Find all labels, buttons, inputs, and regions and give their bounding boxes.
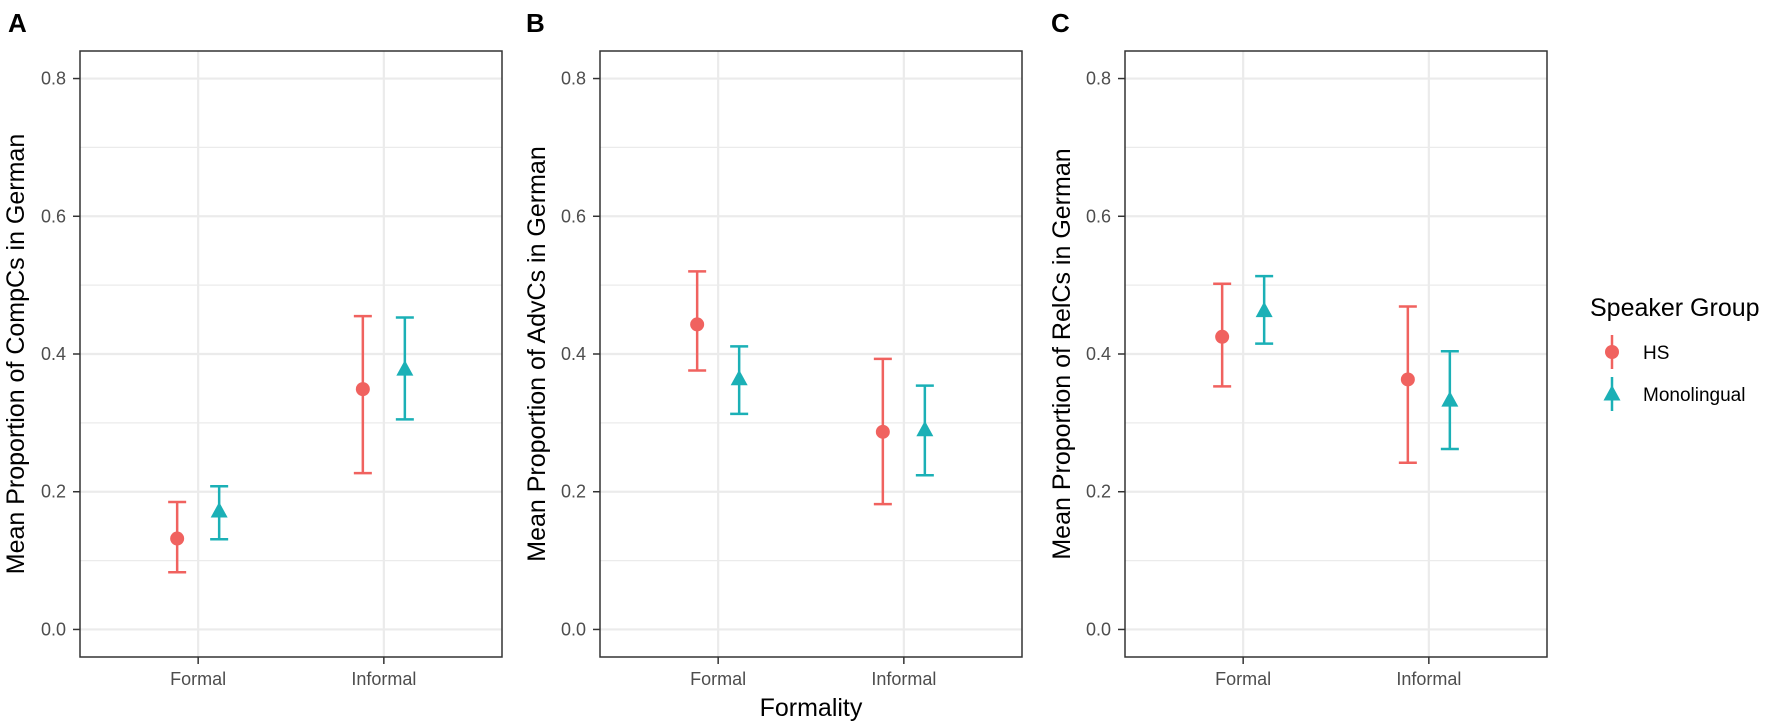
x-tick-label: Informal: [351, 669, 416, 689]
y-axis-title: Mean Proportion of RelCs in German: [1048, 148, 1076, 559]
point-hs-formal: [690, 317, 705, 332]
point-hs-informal: [1400, 372, 1415, 387]
y-tick-label: 0.2: [41, 482, 66, 502]
y-tick-label: 0.6: [41, 206, 66, 226]
legend-label-monolingual: Monolingual: [1643, 385, 1745, 406]
y-tick-label: 0.0: [41, 619, 66, 639]
x-tick-label: Informal: [1396, 669, 1461, 689]
y-tick-label: 0.4: [41, 344, 66, 364]
panel-letter: A: [8, 8, 27, 38]
point-monolingual-informal: [1441, 391, 1459, 407]
y-tick-label: 0.0: [561, 619, 586, 639]
panel-letter: C: [1051, 8, 1070, 38]
point-hs-informal: [875, 424, 890, 439]
legend-key-hs: [1605, 335, 1619, 369]
x-tick-label: Formal: [1215, 669, 1271, 689]
point-monolingual-formal: [1255, 301, 1273, 318]
y-axis-title: Mean Proportion of AdvCs in German: [523, 146, 551, 561]
panel-c: 0.0 0.2 0.4 0.6 0.8 Formal Informal Mean Propor…: [1048, 8, 1548, 689]
panel-letter: B: [526, 8, 545, 38]
y-axis-title: Mean Proportion of CompCs in German: [2, 134, 30, 574]
y-tick-label: 0.8: [1086, 69, 1111, 89]
x-axis-title: Formality: [760, 694, 863, 722]
point-monolingual-formal: [210, 502, 228, 518]
panel-a: 0.0 0.2 0.4 0.6 0.8 Formal Informal Mean Propor…: [2, 8, 503, 689]
y-tick-label: 0.4: [1086, 344, 1111, 364]
y-tick-label: 0.2: [561, 482, 586, 502]
legend-title: Speaker Group: [1590, 294, 1760, 322]
point-hs-informal: [355, 382, 370, 397]
point-hs-formal: [170, 531, 185, 546]
y-tick-label: 0.0: [1086, 619, 1111, 639]
y-tick-label: 0.6: [1086, 206, 1111, 226]
y-tick-label: 0.6: [561, 206, 586, 226]
legend-key-monolingual: [1603, 377, 1621, 411]
y-tick-label: 0.8: [41, 69, 66, 89]
x-tick-label: Formal: [690, 669, 746, 689]
point-monolingual-informal: [396, 360, 414, 376]
y-tick-label: 0.2: [1086, 482, 1111, 502]
y-tick-label: 0.4: [561, 344, 586, 364]
panel-b: 0.0 0.2 0.4 0.6 0.8 Formal Informal Mean Propor…: [523, 8, 1023, 722]
panels: 0.0 0.2 0.4 0.6 0.8 Formal Informal Mean Propor…: [2, 8, 1548, 722]
x-tick-label: Formal: [170, 669, 226, 689]
point-monolingual-formal: [730, 369, 748, 386]
y-tick-label: 0.8: [561, 69, 586, 89]
legend: Speaker Group HS Monolingual: [1590, 294, 1760, 411]
legend-label-hs: HS: [1643, 343, 1669, 364]
x-tick-label: Informal: [871, 669, 936, 689]
point-hs-formal: [1215, 329, 1230, 344]
point-monolingual-informal: [916, 420, 934, 437]
